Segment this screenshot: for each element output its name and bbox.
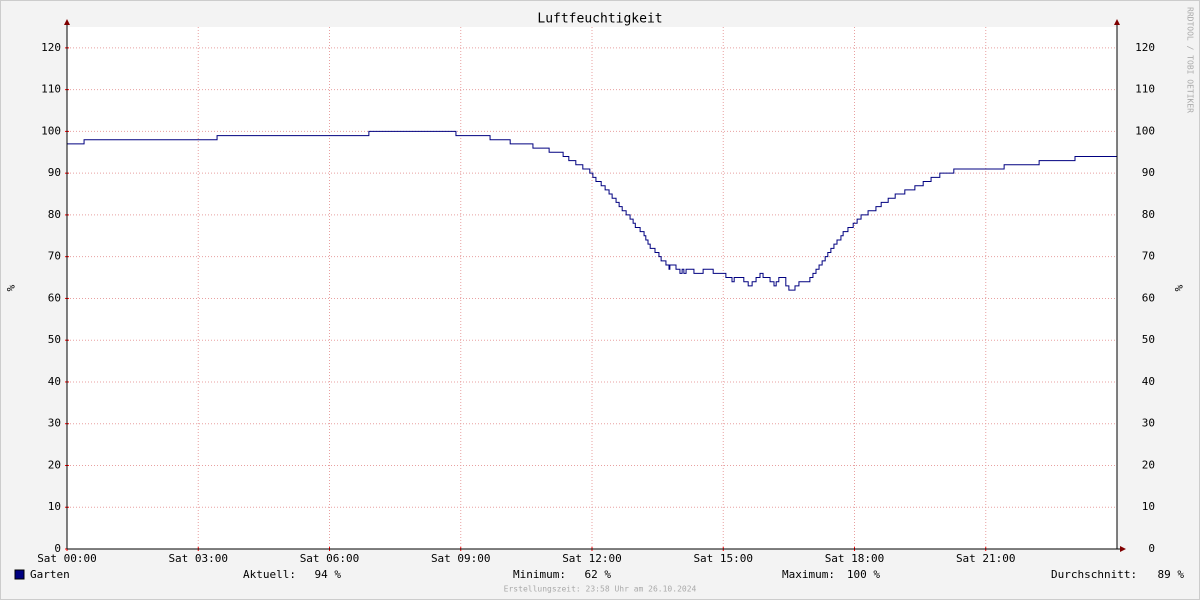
y2-tick-label: 50 bbox=[1142, 333, 1155, 346]
stat-value: 62 % bbox=[585, 568, 612, 581]
y2-tick-label: 120 bbox=[1135, 41, 1155, 54]
y-tick-label: 90 bbox=[48, 166, 61, 179]
y2-tick-label: 20 bbox=[1142, 458, 1155, 471]
x-tick-label: Sat 18:00 bbox=[825, 552, 885, 565]
legend-swatch bbox=[14, 569, 25, 580]
x-tick-label: Sat 12:00 bbox=[562, 552, 622, 565]
grid bbox=[65, 27, 1117, 551]
stat-value: 89 % bbox=[1158, 568, 1185, 581]
chart-title: Luftfeuchtigkeit bbox=[537, 12, 662, 27]
y-tick-label: 100 bbox=[41, 124, 61, 137]
y2-tick-label: 110 bbox=[1135, 83, 1155, 96]
y-tick-label: 110 bbox=[41, 83, 61, 96]
stat-label: Maximum: bbox=[782, 568, 835, 581]
stat-value: 94 % bbox=[315, 568, 342, 581]
x-tick-label: Sat 15:00 bbox=[693, 552, 753, 565]
y-tick-label: 0 bbox=[54, 542, 61, 555]
x-tick-label: Sat 06:00 bbox=[300, 552, 360, 565]
y2-tick-label: 40 bbox=[1142, 375, 1155, 388]
y-tick-label: 120 bbox=[41, 41, 61, 54]
y2-tick-label: 90 bbox=[1142, 166, 1155, 179]
y2-tick-label: 100 bbox=[1135, 124, 1155, 137]
x-tick-label: Sat 03:00 bbox=[168, 552, 228, 565]
data-line bbox=[67, 130, 1117, 291]
arrow bbox=[1114, 19, 1120, 25]
watermark: RRDTOOL / TOBI OETIKER bbox=[1186, 7, 1195, 113]
arrow bbox=[1120, 546, 1126, 552]
x-tick-label: Sat 00:00 bbox=[37, 552, 97, 565]
y-tick-label: 10 bbox=[48, 500, 61, 513]
marks bbox=[67, 130, 1117, 291]
y-tick-label: 30 bbox=[48, 417, 61, 430]
x-tick-label: Sat 21:00 bbox=[956, 552, 1016, 565]
y-tick-label: 80 bbox=[48, 208, 61, 221]
stat-label: Minimum: bbox=[513, 568, 566, 581]
stat-label: Durchschnitt: bbox=[1051, 568, 1137, 581]
y-tick-label: 20 bbox=[48, 458, 61, 471]
y2-tick-label: 80 bbox=[1142, 208, 1155, 221]
y-tick-label: 40 bbox=[48, 375, 61, 388]
y-axis-label: % bbox=[4, 285, 17, 292]
legend-label: Garten bbox=[30, 568, 70, 581]
x-tick-label: Sat 09:00 bbox=[431, 552, 491, 565]
y2-axis-label: % bbox=[1172, 285, 1185, 292]
legend: Garten Aktuell: 94 % Minimum: 62 % Maximum: 10… bbox=[14, 568, 1185, 581]
y2-tick-label: 60 bbox=[1142, 291, 1155, 304]
arrow bbox=[64, 19, 70, 25]
y2-tick-label: 70 bbox=[1142, 250, 1155, 263]
y-tick-label: 70 bbox=[48, 250, 61, 263]
y2-tick-label: 10 bbox=[1142, 500, 1155, 513]
y-tick-label: 50 bbox=[48, 333, 61, 346]
stat-value: 100 % bbox=[847, 568, 880, 581]
y2-tick-label: 30 bbox=[1142, 417, 1155, 430]
stat-label: Aktuell: bbox=[243, 568, 296, 581]
y2-tick-label: 0 bbox=[1148, 542, 1155, 555]
footer: Erstellungszeit: 23:58 Uhr am 26.10.2024 bbox=[504, 585, 697, 594]
y-tick-label: 60 bbox=[48, 291, 61, 304]
